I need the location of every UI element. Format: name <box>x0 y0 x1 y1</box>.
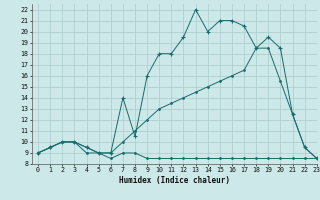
X-axis label: Humidex (Indice chaleur): Humidex (Indice chaleur) <box>119 176 230 185</box>
